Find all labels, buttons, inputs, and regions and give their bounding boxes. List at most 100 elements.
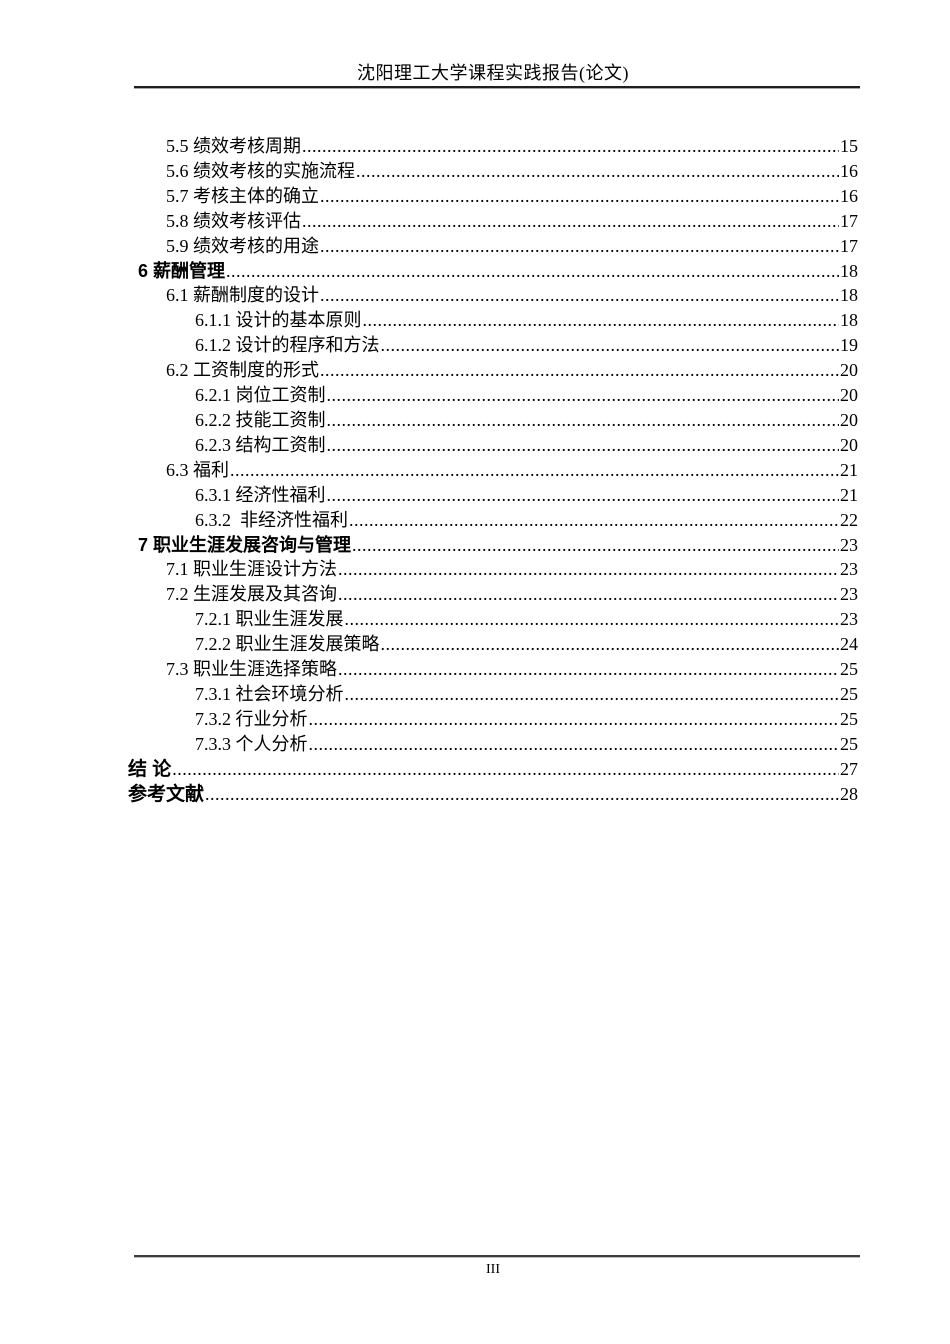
toc-entry-title: 6 薪酬管理 [138, 260, 226, 281]
toc-entry[interactable]: 结 论.....................................… [128, 757, 858, 782]
toc-entry-page: 25 [840, 683, 858, 704]
dot-leader: ........................................… [320, 235, 839, 256]
toc-entry[interactable]: 7.3.3 个人分析..............................… [128, 732, 858, 757]
dot-leader: ........................................… [302, 210, 839, 231]
toc-entry-page: 25 [840, 733, 858, 754]
footer-rule [134, 1255, 860, 1258]
dot-leader: ........................................… [230, 459, 839, 480]
toc-entry-title: 7.2.1 职业生涯发展 [195, 609, 344, 630]
toc-entry-title: 6.3.2 非经济性福利 [195, 509, 348, 530]
toc-entry-title: 6.3.1 经济性福利 [195, 484, 326, 505]
toc-entry-page: 16 [840, 185, 858, 206]
toc-entry-page: 20 [840, 409, 858, 430]
dot-leader: ........................................… [362, 310, 840, 331]
toc-entry-page: 18 [840, 310, 858, 331]
toc-entry-page: 24 [840, 634, 858, 655]
toc-entry-page: 23 [840, 534, 858, 555]
toc-entry-title: 7.3.1 社会环境分析 [195, 683, 344, 704]
toc-entry[interactable]: 6.2 工资制度的形式.............................… [128, 358, 858, 383]
toc-entry-page: 21 [840, 459, 858, 480]
toc-entry-page: 25 [840, 708, 858, 729]
dot-leader: ........................................… [308, 708, 840, 729]
toc-entry-title: 6.1 薪酬制度的设计 [166, 285, 319, 306]
toc-entry[interactable]: 6.3 福利..................................… [128, 458, 858, 483]
dot-leader: ........................................… [205, 783, 839, 804]
dot-leader: ........................................… [326, 385, 840, 406]
dot-leader: ........................................… [349, 509, 839, 530]
toc-entry-page: 18 [840, 285, 858, 306]
toc-entry[interactable]: 7.1 职业生涯设计方法............................… [128, 557, 858, 582]
toc-entry[interactable]: 7.3.1 社会环境分析............................… [128, 682, 858, 707]
toc-entry[interactable]: 6.2.2 技能工资制.............................… [128, 408, 858, 433]
toc-entry-page: 17 [840, 210, 858, 231]
page-number: III [486, 1262, 500, 1277]
dot-leader: ........................................… [344, 683, 840, 704]
toc-entry[interactable]: 5.6 绩效考核的实施流程...........................… [128, 159, 858, 184]
dot-leader: ........................................… [380, 335, 840, 356]
toc-entry-title: 5.5 绩效考核周期 [166, 136, 301, 156]
toc-entry-title: 6.1.1 设计的基本原则 [195, 310, 362, 331]
toc-entry-page: 16 [840, 160, 858, 181]
toc-entry-title: 7.2.2 职业生涯发展策略 [195, 634, 380, 655]
dot-leader: ........................................… [356, 160, 839, 181]
toc-entry[interactable]: 5.5 绩效考核周期..............................… [128, 134, 858, 159]
toc-entry[interactable]: 6.1 薪酬制度的设计.............................… [128, 283, 858, 308]
dot-leader: ........................................… [338, 659, 839, 680]
toc-entry[interactable]: 6.2.3 结构工资制.............................… [128, 433, 858, 458]
toc-entry[interactable]: 6.3.1 经济性福利.............................… [128, 483, 858, 508]
toc-entry-page: 20 [840, 385, 858, 406]
toc-entry-page: 20 [840, 360, 858, 381]
dot-leader: ........................................… [226, 260, 839, 281]
toc-entry[interactable]: 6.1.1 设计的基本原则...........................… [128, 308, 858, 333]
dot-leader: ........................................… [326, 434, 840, 455]
dot-leader: ........................................… [320, 185, 839, 206]
toc-entry[interactable]: 6.3.2 非经济性福利............................… [128, 508, 858, 533]
toc-entry-title: 5.6 绩效考核的实施流程 [166, 160, 355, 181]
toc-entry-page: 23 [840, 584, 858, 605]
toc-entry-page: 23 [840, 559, 858, 580]
toc-entry-page: 22 [840, 509, 858, 530]
toc-entry[interactable]: 7.2.2 职业生涯发展策略..........................… [128, 632, 858, 657]
toc-entry-page: 18 [840, 260, 858, 281]
dot-leader: ........................................… [338, 584, 839, 605]
toc-entry-title: 参考文献 [128, 783, 205, 805]
header-title: 沈阳理工大学课程实践报告(论文) [357, 63, 629, 83]
dot-leader: ........................................… [172, 758, 839, 779]
toc-entry[interactable]: 5.8 绩效考核评估..............................… [128, 209, 858, 234]
toc-entry-page: 19 [840, 335, 858, 356]
toc-entry[interactable]: 6.2.1 岗位工资制.............................… [128, 383, 858, 408]
toc-entry-title: 7.3 职业生涯选择策略 [166, 659, 337, 680]
toc-entry[interactable]: 7 职业生涯发展咨询与管理...........................… [128, 533, 858, 558]
dot-leader: ........................................… [308, 733, 840, 754]
header-rule [134, 86, 860, 89]
toc-entry-title: 6.3 福利 [166, 459, 229, 480]
dot-leader: ........................................… [320, 285, 839, 306]
toc-entry-title: 结 论 [128, 758, 172, 780]
toc-entry-title: 7.1 职业生涯设计方法 [166, 559, 337, 580]
toc-entry-title: 5.8 绩效考核评估 [166, 210, 301, 231]
toc-entry-page: 20 [840, 434, 858, 455]
toc-entry[interactable]: 7.3 职业生涯选择策略............................… [128, 657, 858, 682]
toc-entry[interactable]: 7.3.2 行业分析..............................… [128, 707, 858, 732]
toc-entry-page: 21 [840, 484, 858, 505]
toc-entry[interactable]: 7.2.1 职业生涯发展............................… [128, 607, 858, 632]
dot-leader: ........................................… [344, 609, 840, 630]
toc-entry[interactable]: 6 薪酬管理..................................… [128, 259, 858, 284]
toc-entry[interactable]: 5.7 考核主体的确立.............................… [128, 184, 858, 209]
dot-leader: ........................................… [380, 634, 840, 655]
toc-entry-title: 6.2.2 技能工资制 [195, 409, 326, 430]
toc-entry-page: 17 [840, 235, 858, 256]
toc-entry-page: 28 [840, 783, 858, 804]
toc-entry[interactable]: 7.2 生涯发展及其咨询............................… [128, 582, 858, 607]
toc-entry[interactable]: 参考文献....................................… [128, 782, 858, 807]
toc-entry-title: 6.1.2 设计的程序和方法 [195, 335, 380, 356]
toc-entry-title: 7.2 生涯发展及其咨询 [166, 584, 337, 605]
table-of-contents: 5.5 绩效考核周期..............................… [128, 134, 858, 806]
toc-entry-title: 5.9 绩效考核的用途 [166, 235, 319, 256]
toc-entry-title: 5.7 考核主体的确立 [166, 185, 319, 206]
toc-entry[interactable]: 6.1.2 设计的程序和方法..........................… [128, 333, 858, 358]
dot-leader: ........................................… [352, 534, 839, 555]
toc-entry-page: 15 [840, 136, 858, 156]
dot-leader: ........................................… [326, 409, 840, 430]
toc-entry[interactable]: 5.9 绩效考核的用途.............................… [128, 234, 858, 259]
